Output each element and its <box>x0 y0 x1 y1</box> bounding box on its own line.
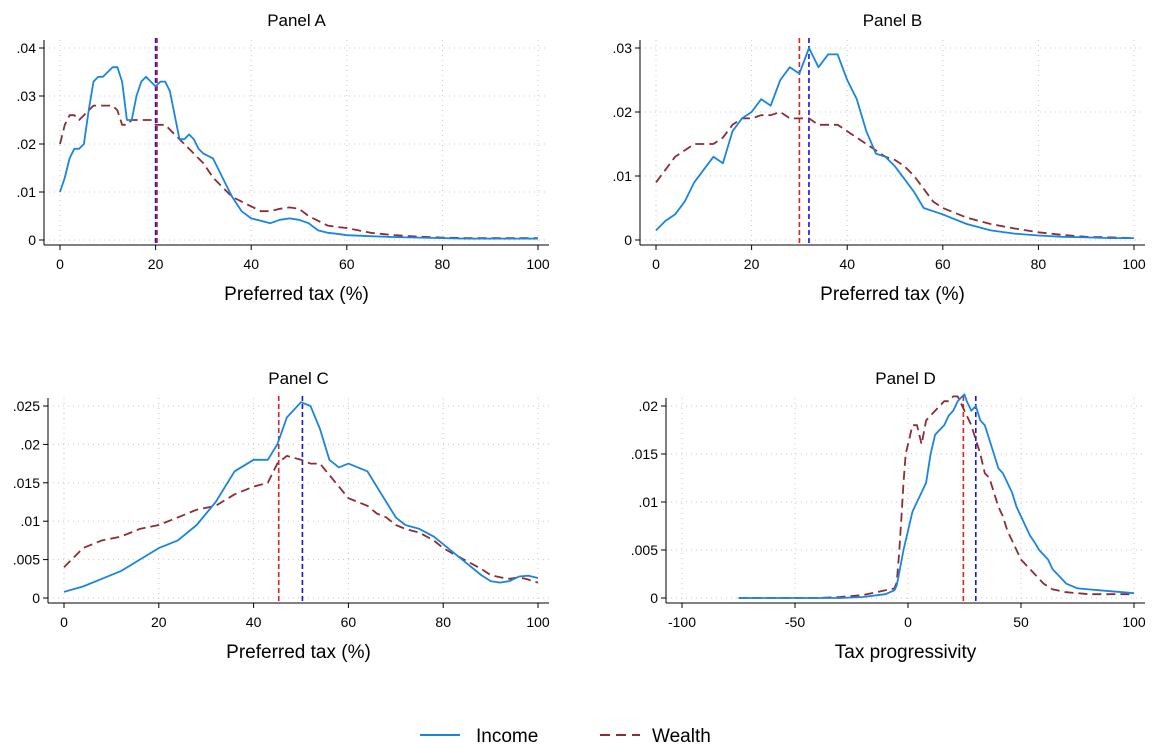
income-series-line <box>59 66 538 240</box>
y-tick-label: .02 <box>613 104 633 120</box>
x-tick-label: 20 <box>744 256 760 272</box>
x-tick-label: 60 <box>935 256 951 272</box>
x-tick-label: 80 <box>1031 256 1047 272</box>
y-tick-label: .02 <box>21 436 41 452</box>
y-tick-label: 0 <box>28 232 36 248</box>
panel-title: Panel B <box>863 11 923 30</box>
x-tick-label: 100 <box>526 256 550 272</box>
legend-income-label: Income <box>476 726 538 747</box>
x-tick-label: 100 <box>1122 614 1146 630</box>
y-tick-label: .015 <box>13 475 40 491</box>
x-tick-label: 60 <box>339 256 355 272</box>
x-tick-label: 0 <box>56 256 64 272</box>
x-tick-label: 40 <box>839 256 855 272</box>
x-tick-label: 0 <box>904 614 912 630</box>
x-axis-label: Preferred tax (%) <box>226 642 371 663</box>
panel-title: Panel D <box>875 369 935 388</box>
wealth-series-line <box>59 104 538 240</box>
x-tick-label: 0 <box>652 256 660 272</box>
x-tick-label: 100 <box>1122 256 1146 272</box>
wealth-series-line <box>63 454 539 584</box>
panel-b: Panel B 0 .01 .02 .03 0 20 40 60 80 100 Preferred t… <box>613 11 1146 305</box>
panel-title: Panel C <box>268 369 328 388</box>
y-tick-label: 0 <box>624 232 632 248</box>
x-tick-label: 100 <box>526 614 550 630</box>
income-series-line <box>655 47 1134 240</box>
x-tick-label: 40 <box>246 614 262 630</box>
y-tick-label: .01 <box>613 168 633 184</box>
y-tick-label: .005 <box>13 552 40 568</box>
income-series-line <box>738 393 1135 599</box>
wealth-series-line <box>655 111 1135 239</box>
x-axis-label: Tax progressivity <box>835 642 977 663</box>
x-tick-label: 50 <box>1013 614 1029 630</box>
x-tick-label: 80 <box>435 256 451 272</box>
legend: Income Wealth <box>420 726 711 747</box>
x-axis-label: Preferred tax (%) <box>820 284 965 305</box>
x-tick-label: 0 <box>60 614 68 630</box>
y-tick-label: .02 <box>639 398 659 414</box>
y-tick-label: .015 <box>631 446 658 462</box>
panel-title: Panel A <box>267 11 326 30</box>
y-tick-label: .01 <box>639 494 659 510</box>
y-tick-label: .02 <box>17 136 37 152</box>
y-tick-label: .005 <box>631 542 658 558</box>
x-tick-label: 20 <box>151 614 167 630</box>
x-tick-label: -100 <box>668 614 696 630</box>
x-tick-label: 40 <box>243 256 259 272</box>
panel-d: Panel D 0 .005 .01 .015 .02 -100 -50 0 50 100 Tax p… <box>631 369 1146 663</box>
y-tick-label: .04 <box>17 40 37 56</box>
panel-a: Panel A 0 .01 .02 .03 .04 0 20 40 60 80 100 Preferre… <box>17 11 550 305</box>
y-tick-label: .03 <box>613 40 633 56</box>
x-axis-label: Preferred tax (%) <box>224 284 369 305</box>
y-tick-label: .025 <box>13 398 40 414</box>
wealth-series-line <box>738 395 1134 599</box>
x-tick-label: 20 <box>148 256 164 272</box>
y-tick-label: .03 <box>17 88 37 104</box>
x-tick-label: 60 <box>341 614 357 630</box>
y-tick-label: .01 <box>21 513 41 529</box>
x-tick-label: 80 <box>435 614 451 630</box>
y-tick-label: 0 <box>650 590 658 606</box>
x-tick-label: -50 <box>785 614 805 630</box>
legend-wealth-label: Wealth <box>652 726 711 747</box>
y-tick-label: 0 <box>32 590 40 606</box>
income-series-line <box>63 401 539 593</box>
y-tick-label: .01 <box>17 184 37 200</box>
panel-c: Panel C 0 .005 .01 .015 .02 .025 0 20 40 60 80 100 Pr… <box>13 369 550 663</box>
